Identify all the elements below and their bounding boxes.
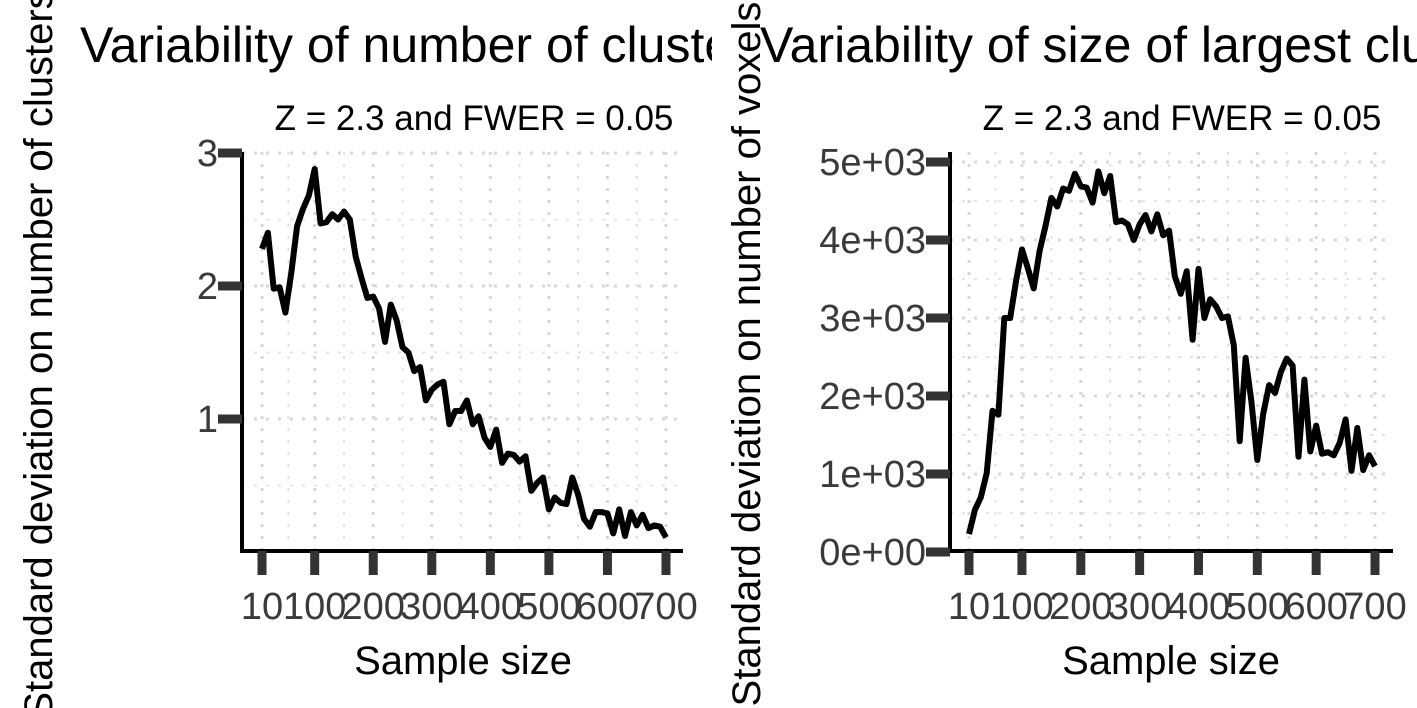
grid bbox=[242, 151, 683, 551]
x-axis-title: Sample size bbox=[1062, 639, 1280, 683]
x-tick-label: 400 bbox=[459, 586, 522, 628]
x-tick-label: 10 bbox=[241, 586, 283, 628]
chart-panel-2: 0e+00 1e+03 2e+03 3e+03 4e+03 5e+03 10 10020030… bbox=[725, 2, 1417, 707]
x-axis-title: Sample size bbox=[354, 639, 572, 683]
y-tick-label: 5e+03 bbox=[819, 142, 926, 184]
y-tick-label: 3 bbox=[197, 133, 218, 175]
chart-title: Variability of number of clusters bbox=[80, 17, 774, 73]
x-tick-label: 400 bbox=[1167, 586, 1230, 628]
x-tick-label: 500 bbox=[1226, 586, 1289, 628]
y-axis-title: Standard deviation on number of clusters bbox=[17, 0, 61, 708]
y-tick-label: 0e+00 bbox=[819, 532, 926, 574]
x-tick-label: 600 bbox=[1284, 586, 1347, 628]
series-line-1 bbox=[259, 166, 669, 539]
x-tick-label: 500 bbox=[517, 586, 580, 628]
grid bbox=[950, 152, 1393, 551]
x-tick-label: 300 bbox=[1108, 586, 1171, 628]
y-tick-label: 4e+03 bbox=[819, 220, 926, 262]
x-tick-label: 700 bbox=[1343, 586, 1406, 628]
x-tick-label: 200 bbox=[1049, 586, 1112, 628]
y-tick-label: 2 bbox=[197, 266, 218, 308]
x-tick-label: 700 bbox=[634, 586, 697, 628]
y-axis-title: Standard deviation on number of voxels bbox=[725, 2, 769, 707]
x-tick-label: 10 bbox=[948, 586, 990, 628]
chart-subtitle: Z = 2.3 and FWER = 0.05 bbox=[983, 99, 1382, 138]
y-tick-label: 1e+03 bbox=[819, 454, 926, 496]
x-tick-label: 200 bbox=[342, 586, 405, 628]
y-tick-label: 1 bbox=[197, 399, 218, 441]
x-tick-label: 100 bbox=[990, 586, 1053, 628]
chart-subtitle: Z = 2.3 and FWER = 0.05 bbox=[275, 99, 674, 138]
x-tick-label: 300 bbox=[400, 586, 463, 628]
x-tick-label: 100 bbox=[283, 586, 346, 628]
chart-title: Variability of size of largest cluster bbox=[760, 17, 1417, 73]
series-line-1 bbox=[966, 168, 1378, 535]
y-tick-label: 3e+03 bbox=[819, 298, 926, 340]
y-tick-label: 2e+03 bbox=[819, 376, 926, 418]
x-tick-label: 600 bbox=[576, 586, 639, 628]
